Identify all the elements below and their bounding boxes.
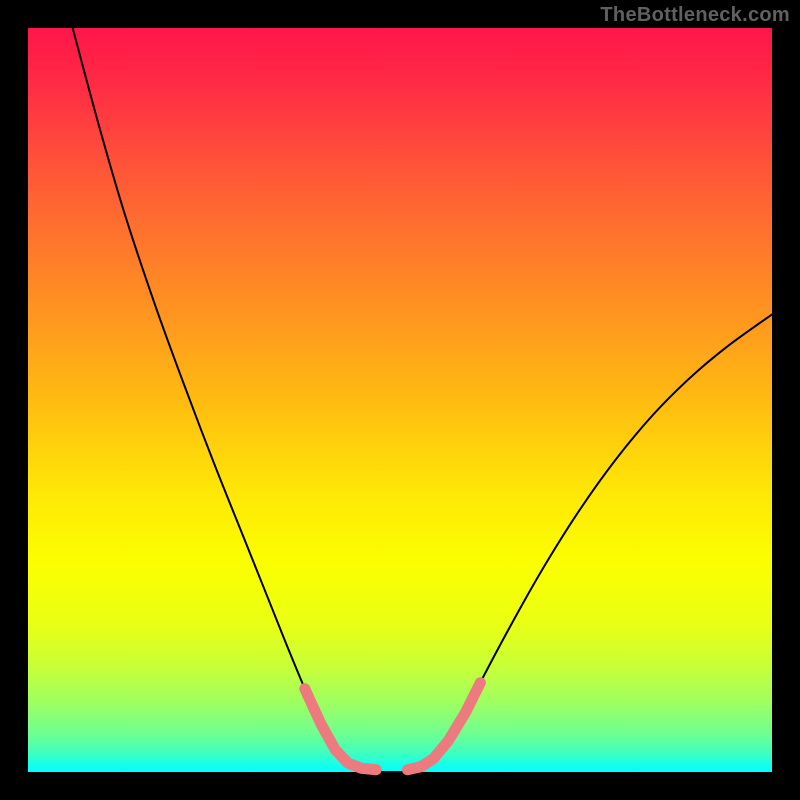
- watermark-label: TheBottleneck.com: [600, 4, 790, 27]
- gradient-background: [28, 28, 772, 772]
- bottleneck-chart: [0, 0, 800, 800]
